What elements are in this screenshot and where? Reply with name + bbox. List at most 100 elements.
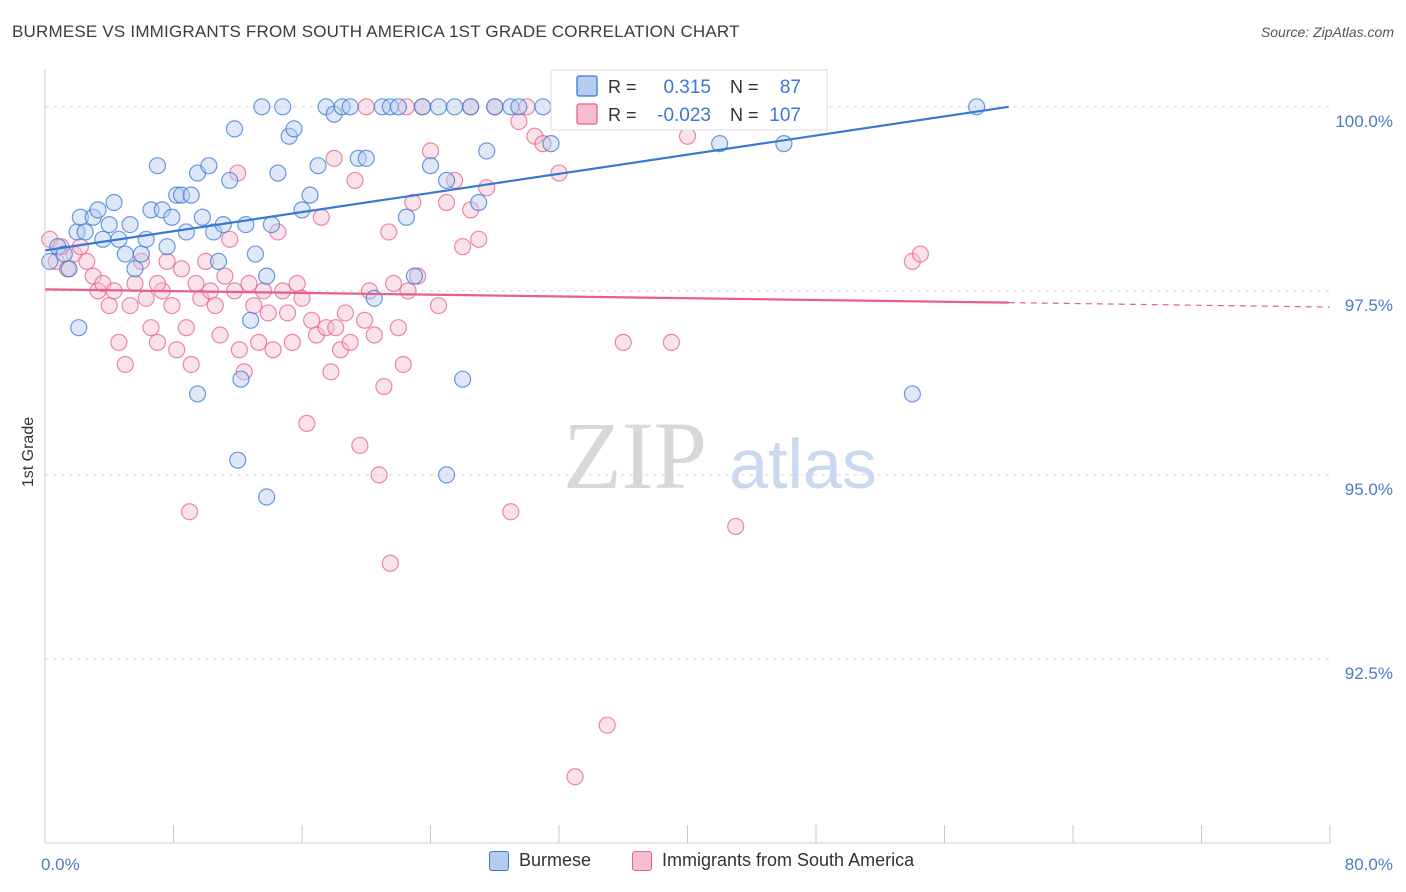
burmese-point [132,245,150,263]
immigrants-point [206,296,224,315]
burmese-point [232,370,250,388]
y-tick-label: 100.0% [1335,112,1393,131]
immigrants-point [240,274,258,293]
burmese-point [293,201,311,219]
immigrants-point [312,208,330,226]
immigrants-point [180,503,199,521]
burmese-point [121,216,139,234]
burmese-point [229,451,247,469]
burmese-point [253,98,271,116]
immigrants-point [221,230,239,248]
immigrants-point [614,333,632,351]
burmese-point [429,98,448,116]
burmese-point [274,98,292,116]
burmese-point [209,252,228,271]
immigrants-point [163,296,181,315]
burmese-point [258,267,276,285]
burmese-point [454,370,472,388]
immigrants-point [126,274,144,293]
stats-legend: R = 0.315 N = 87 R = -0.023 N = 107 [550,69,828,131]
immigrants-point [177,319,195,337]
immigrants-point [142,319,160,337]
immigrants-point [274,282,292,300]
immigrants-point [911,245,930,263]
n-value: 107 [769,105,801,126]
burmese-point [301,186,319,204]
burmese-point [116,245,134,263]
source-label: Source: ZipAtlas.com [1260,24,1394,40]
burmese-point [262,216,281,234]
immigrants-point [116,355,134,374]
burmese-point [105,193,123,212]
immigrants-point [389,319,407,337]
burmese-point [41,252,59,271]
r-value: -0.023 [657,105,711,126]
immigrants-point [172,260,191,278]
r-value: 0.315 [663,77,711,98]
immigrants-point [394,355,412,374]
y-tick-label: 95.0% [1345,480,1393,499]
burmese-point [445,98,464,116]
legend-item-burmese[interactable]: Burmese [489,850,591,871]
burmese-point [126,260,144,278]
legend-label-burmese: Burmese [519,850,592,870]
immigrants-point [137,289,155,307]
legend-item-immigrants[interactable]: Immigrants from South America [632,850,914,871]
immigrants-point [325,149,343,167]
burmese-point [188,385,207,403]
legend-swatch-burmese [489,850,509,871]
watermark-zip: ZIP [563,402,707,509]
axes: 92.5% 95.0% 97.5% 100.0% 0.0% 80.0% [41,70,1393,874]
immigrants-point [182,355,200,374]
burmese-point [413,98,432,116]
immigrants-point [293,289,311,307]
burmese-point [711,135,729,153]
n-label: N = [730,105,759,125]
stats-swatch-burmese [576,75,598,97]
immigrants-point [356,311,374,329]
immigrants-point [121,296,139,315]
immigrants-point [429,296,448,315]
immigrants-point [317,319,335,337]
bottom-legend: Burmese Immigrants from South America [0,850,1406,880]
burmese-point [309,157,327,175]
immigrants-point [662,333,681,351]
immigrants-point [384,274,403,293]
immigrants-point [278,304,297,322]
burmese-point [437,466,456,484]
burmese-point [510,98,528,116]
immigrants-point [298,414,316,432]
burmese-trend-line [44,105,1009,252]
immigrants-point [148,333,167,351]
burmese-point [775,135,793,153]
immigrants-point [380,223,398,241]
burmese-point [221,171,239,190]
burmese-point [70,319,88,337]
x-tick-label: 0.0% [41,855,80,874]
burmese-point [405,267,424,285]
burmese-point [89,201,107,219]
watermark-atlas: atlas [729,425,877,503]
chart-title: BURMESE VS IMMIGRANTS FROM SOUTH AMERICA… [12,22,740,41]
y-axis-label: 1st Grade [20,417,37,487]
immigrants-point [288,274,306,293]
immigrants-point [478,179,496,197]
immigrants-point [727,517,745,536]
n-value: 87 [780,77,801,98]
immigrants-point [341,333,359,351]
burmese-point [177,223,195,241]
immigrants-point [245,296,263,315]
immigrants-point [336,304,354,322]
burmese-point [76,223,94,241]
immigrants-point [110,333,128,351]
immigrants-point [381,554,399,572]
burmese-point [365,289,383,307]
y-tick-label: 92.5% [1345,664,1393,683]
r-label: R = [608,77,637,97]
series-burmese-points [41,98,986,506]
immigrants-point [78,252,96,271]
burmese-point [182,186,200,204]
burmese-point [258,488,276,506]
legend-swatch-immigrants [632,850,652,871]
burmese-point [246,245,265,263]
